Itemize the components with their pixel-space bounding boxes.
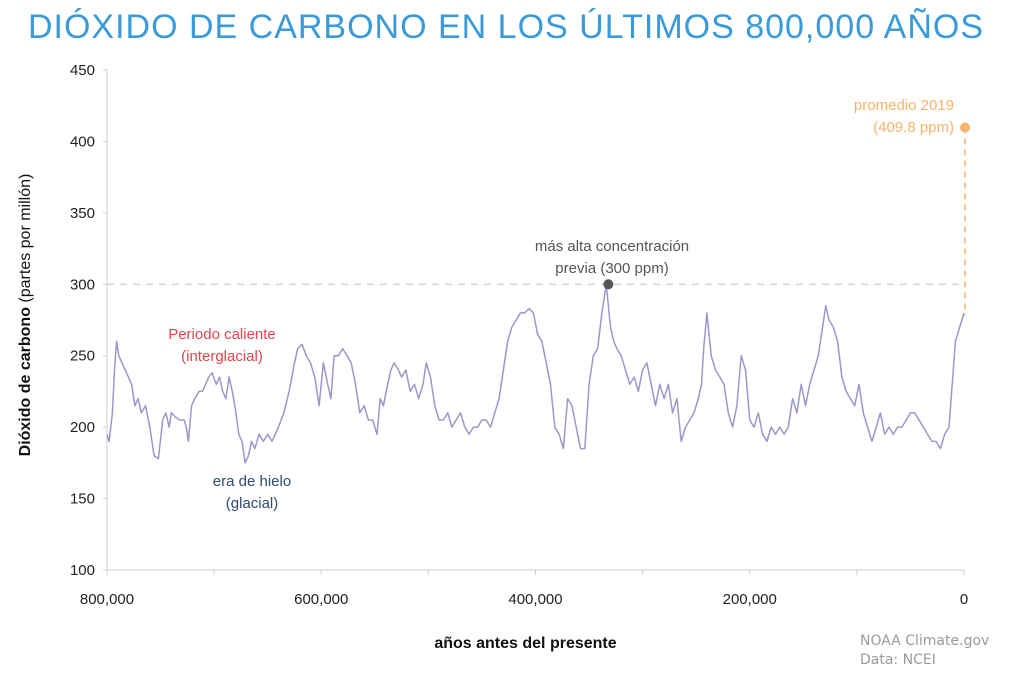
series-group xyxy=(106,283,965,464)
interglacial-label-line-2: (interglacial) xyxy=(181,348,263,365)
y-axis-title: Dióxido de carbono (partes por millón) xyxy=(17,174,34,457)
y-tick-label: 350 xyxy=(70,205,95,222)
x-tick-label: 600,000 xyxy=(294,591,348,608)
previous-high-point xyxy=(603,279,614,290)
y-tick-label: 450 xyxy=(70,62,95,79)
axes: 100 150 200 250 300 350 400 450 800,000 600,000 40… xyxy=(17,62,968,652)
current-label-line-1: promedio 2019 xyxy=(854,97,954,114)
x-tick-label: 200,000 xyxy=(723,591,777,608)
y-tick-label: 100 xyxy=(70,562,95,579)
y-tick-label: 400 xyxy=(70,133,95,150)
previous-high-label-line-1: más alta concentración xyxy=(535,238,689,255)
current-point xyxy=(960,122,970,133)
y-axis-title-bold: Dióxido de carbono xyxy=(17,303,34,457)
x-tick-label: 0 xyxy=(960,591,968,608)
x-tick-label: 400,000 xyxy=(508,591,562,608)
chart-title: DIÓXIDO DE CARBONO EN LOS ÚLTIMOS 800,00… xyxy=(27,8,985,46)
y-tick-label: 300 xyxy=(70,276,95,293)
y-tick-label: 150 xyxy=(70,491,95,508)
interglacial-label-line-1: Periodo caliente xyxy=(168,326,276,343)
glacial-label-line-1: era de hielo xyxy=(213,473,291,490)
credit-data: Data: NCEI xyxy=(860,652,936,668)
x-axis-title: años antes del presente xyxy=(434,635,616,652)
credit-source: NOAA Climate.gov xyxy=(860,633,990,649)
previous-high-label-line-2: previa (300 ppm) xyxy=(555,260,668,277)
co2-series-line xyxy=(106,283,965,464)
y-tick-label: 200 xyxy=(70,419,95,436)
y-axis-title-unit: (partes por millón) xyxy=(17,174,34,303)
x-tick-label: 800,000 xyxy=(80,591,134,608)
current-label-line-2: (409.8 ppm) xyxy=(873,119,954,136)
glacial-label-line-2: (glacial) xyxy=(226,495,279,512)
annotations-group: Periodo caliente (interglacial) era de hie… xyxy=(168,97,970,512)
y-tick-label: 250 xyxy=(70,348,95,365)
